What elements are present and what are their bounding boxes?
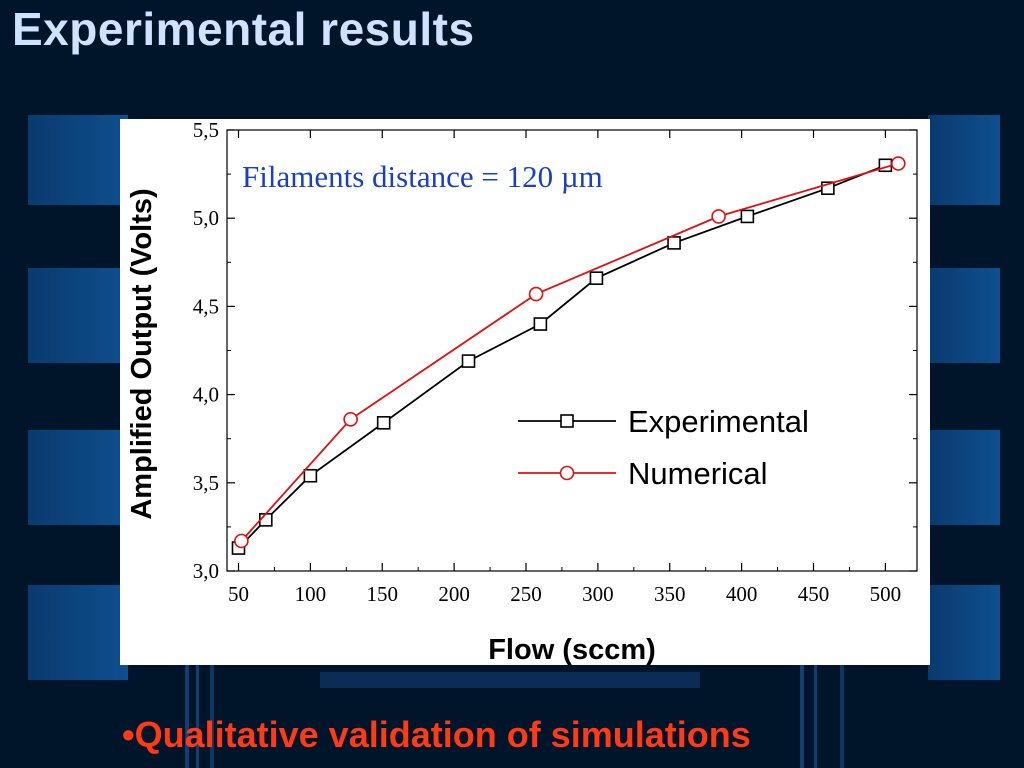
y-tick-label: 4,0 [193,383,219,407]
x-tick-label: 300 [582,582,614,606]
x-tick-label: 50 [228,582,249,606]
data-point-numerical [528,286,544,302]
data-point-numerical [711,209,726,224]
data-point-numerical [891,156,906,171]
data-point-experimental [589,271,604,285]
y-tick-label: 4,5 [193,294,219,318]
legend: Experimental Numerical [492,397,884,505]
series-numerical [234,156,906,549]
legend-marker-numerical [559,465,575,481]
slide-title: Experimental results [12,3,475,55]
x-tick-label: 400 [726,582,758,606]
x-tick-label: 100 [295,582,327,606]
data-point-experimental [740,209,755,224]
legend-box [492,397,884,505]
x-tick-label: 500 [870,582,902,606]
data-point-experimental [533,317,548,331]
x-tick-label: 200 [438,582,470,606]
bullet-text: Qualitative validation of simulations [134,714,751,755]
y-tick-label: 3,5 [193,471,219,495]
legend-label-numerical: Numerical [628,456,768,491]
data-point-experimental [376,416,391,430]
x-tick-label: 450 [798,582,830,606]
data-point-experimental [667,236,681,250]
data-point-experimental [259,513,273,527]
data-point-numerical [343,411,358,427]
legend-marker-experimental [560,414,574,428]
legend-label-experimental: Experimental [628,404,809,439]
x-axis-label: Flow (sccm) [488,634,656,665]
line-chart: 50 100 150 200 250 300 350 400 450 500 3,0 3,5 4,0 4,… [126,119,918,665]
bullet-marker: • [122,714,135,755]
y-axis-label: Amplified Output (Volts) [126,188,158,519]
x-tick-label: 150 [367,582,399,606]
y-tick-label: 5,5 [193,119,219,142]
data-point-experimental [461,354,476,368]
bullet-point: •Qualitative validation of simulations [122,714,751,756]
data-point-numerical [234,533,249,549]
y-tick-label: 5,0 [193,206,219,230]
chart-panel: 50 100 150 200 250 300 350 400 450 500 3,0 3,5 4,0 4,… [120,119,930,665]
x-tick-label: 250 [510,582,542,606]
y-tick-label: 3,0 [193,559,219,583]
data-point-experimental [303,468,318,483]
chart-annotation: Filaments distance = 120 µm [242,159,603,194]
x-tick-label: 350 [654,582,686,606]
